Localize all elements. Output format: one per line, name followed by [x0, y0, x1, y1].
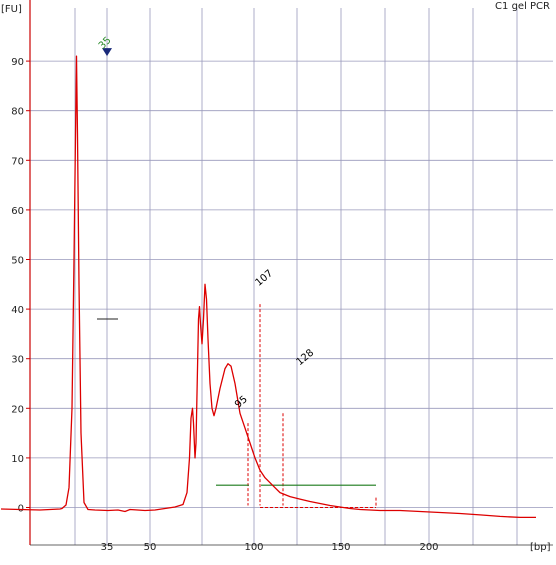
x-tick-label: 50 [144, 542, 157, 553]
marker-peak-triangle-icon [102, 48, 112, 57]
y-tick-label: 70 [11, 156, 24, 167]
y-tick-label: 20 [11, 404, 24, 415]
y-axis-label: [FU] [1, 4, 22, 15]
y-tick-label: 90 [11, 57, 24, 68]
sample-title: C1 gel PCR [495, 1, 550, 12]
y-tick-label: 40 [11, 305, 24, 316]
x-tick-label: 100 [244, 542, 263, 553]
y-tick-label: 10 [11, 454, 24, 465]
plot-area [30, 8, 553, 545]
y-tick-label: 80 [11, 107, 24, 118]
electropherogram-trace [0, 55, 536, 519]
y-tick-label: 30 [11, 355, 24, 366]
x-tick-label: 200 [419, 542, 438, 553]
y-tick-label: 60 [11, 206, 24, 217]
y-tick-label: 50 [11, 256, 24, 267]
x-axis-label: [bp] [530, 542, 551, 553]
x-tick-label: 35 [101, 542, 114, 553]
x-tick-label: 150 [331, 542, 350, 553]
